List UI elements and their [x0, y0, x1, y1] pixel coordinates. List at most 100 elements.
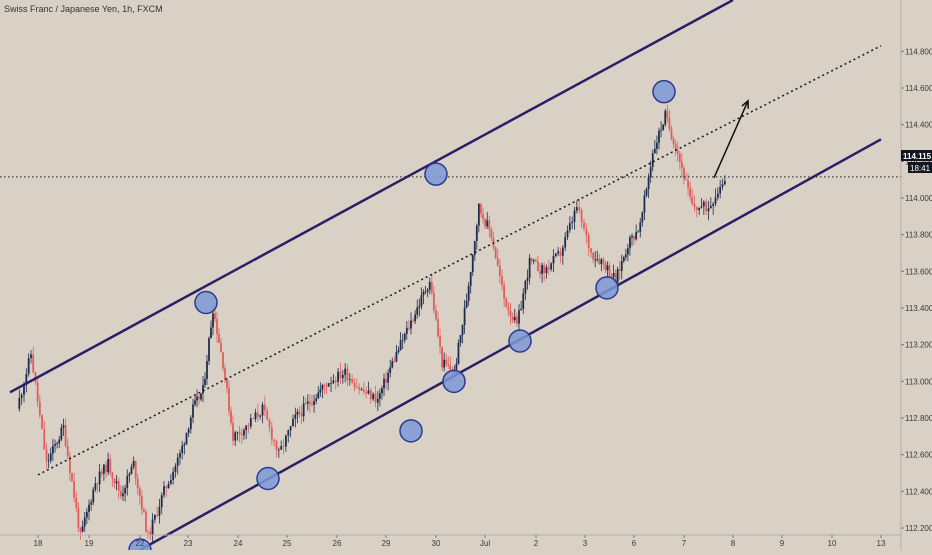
candle-body — [294, 414, 297, 419]
candle — [275, 439, 278, 458]
candle — [552, 249, 555, 273]
candle — [317, 386, 320, 400]
candle-body — [196, 396, 198, 401]
candle — [304, 397, 307, 405]
candle-body — [208, 338, 210, 362]
candle — [678, 150, 681, 170]
candle — [145, 509, 147, 533]
time-tick-label: 22 — [136, 539, 145, 548]
candle — [620, 254, 623, 280]
candle-body — [441, 346, 444, 368]
candle-body — [334, 380, 337, 382]
candle — [631, 233, 633, 247]
candle — [98, 463, 101, 492]
candle — [27, 353, 30, 377]
candle — [422, 289, 425, 305]
candle-body — [292, 418, 294, 427]
candle — [484, 218, 487, 230]
upper-channel-line — [9, 0, 734, 394]
candle-body — [662, 124, 665, 130]
candle-body — [467, 285, 470, 301]
candle-body — [30, 354, 32, 359]
candle-body — [358, 387, 361, 390]
candle-body — [418, 306, 421, 308]
candle — [530, 257, 533, 265]
candle — [319, 382, 322, 397]
candle-body — [214, 313, 216, 319]
time-axis[interactable]: 18 19 22 23 24 25 26 29 30 Jul 2 3 6 7 8 9 10 13 — [0, 534, 901, 548]
candle — [240, 428, 243, 444]
candle-body — [256, 412, 259, 417]
candle — [218, 328, 220, 344]
candle — [194, 394, 196, 407]
candle — [367, 381, 370, 395]
candle-body — [134, 461, 137, 479]
candle-body — [693, 204, 696, 208]
candle-body — [185, 432, 188, 445]
candle — [181, 440, 184, 460]
candle — [420, 287, 423, 310]
candle-body — [192, 404, 194, 418]
candle-body — [486, 220, 489, 227]
candle — [414, 310, 417, 324]
candle — [334, 376, 337, 390]
candles-group — [18, 104, 726, 544]
candle-body — [222, 352, 224, 369]
candle — [545, 264, 548, 279]
candle — [674, 140, 677, 156]
candle — [222, 352, 224, 372]
candle — [449, 356, 452, 371]
candle-body — [678, 153, 681, 162]
candle-body — [716, 193, 719, 198]
candle — [554, 252, 557, 258]
candle — [592, 252, 595, 264]
candle-body — [403, 333, 406, 341]
candle-body — [475, 225, 478, 242]
candle-body — [273, 439, 276, 442]
candle — [126, 469, 129, 496]
candle-body — [610, 276, 613, 278]
candle-body — [151, 519, 154, 535]
candle-body — [532, 260, 535, 262]
candle-body — [341, 375, 344, 379]
candle-body — [578, 207, 581, 210]
candle-body — [629, 237, 631, 249]
candle-body — [641, 212, 644, 223]
candle — [596, 250, 599, 262]
candle — [254, 408, 257, 422]
candle-body — [477, 203, 480, 226]
candle — [680, 152, 683, 177]
candle — [228, 380, 230, 416]
price-tick-label: 112.200 — [905, 524, 932, 533]
candle — [323, 383, 326, 395]
candle-body — [344, 368, 347, 376]
candle-body — [705, 201, 708, 212]
candle — [134, 460, 137, 485]
candle-body — [280, 446, 283, 450]
candle-body — [36, 382, 39, 402]
candle — [637, 229, 640, 233]
candle — [149, 526, 152, 541]
candle — [238, 425, 241, 443]
candle — [60, 423, 63, 442]
candle — [600, 257, 603, 272]
candle — [208, 336, 210, 365]
candle — [573, 206, 576, 230]
candle-body — [524, 280, 527, 294]
candle — [339, 362, 342, 385]
candle-body — [85, 511, 88, 518]
candle-body — [81, 526, 84, 532]
candle-body — [228, 387, 230, 412]
candle — [66, 438, 69, 460]
candle-body — [449, 365, 452, 370]
candle — [537, 255, 539, 272]
price-axis[interactable]: 112.200 112.400 112.600 112.800 113.000 113.2… — [900, 0, 932, 550]
candle-body — [126, 475, 129, 489]
candle-body — [564, 236, 567, 248]
candle — [524, 280, 527, 300]
candle — [353, 378, 356, 392]
candle — [465, 293, 468, 309]
candle — [243, 427, 245, 440]
